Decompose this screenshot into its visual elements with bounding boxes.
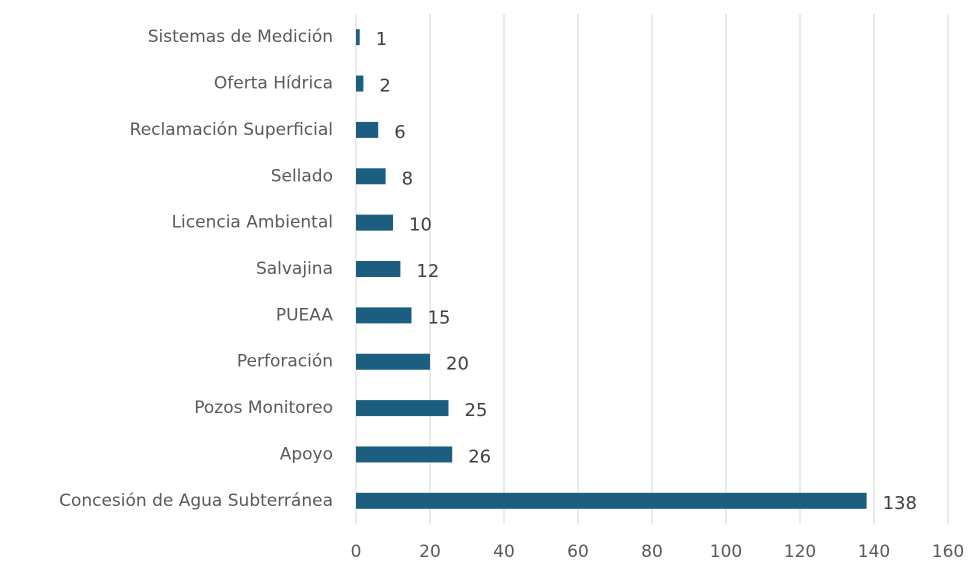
x-tick-label: 100	[710, 542, 742, 562]
data-label: 15	[428, 307, 451, 328]
y-tick-label: Sistemas de Medición	[148, 27, 333, 47]
bar	[356, 446, 453, 463]
bar	[356, 214, 393, 231]
bar	[356, 261, 401, 277]
y-tick-label: Perforación	[237, 352, 333, 372]
x-tick-label: 20	[419, 542, 441, 562]
bar	[356, 492, 867, 509]
bar	[356, 400, 449, 417]
data-label: 138	[883, 493, 917, 514]
bar	[356, 121, 379, 138]
data-label: 6	[394, 122, 405, 143]
bar	[356, 29, 360, 46]
data-label: 8	[402, 168, 413, 189]
bar	[356, 307, 412, 324]
y-tick-label: Sellado	[271, 166, 333, 186]
bar	[356, 75, 364, 92]
x-tick-label: 0	[351, 542, 362, 562]
y-tick-label: Reclamación Superficial	[130, 120, 333, 140]
data-label: 26	[468, 446, 491, 467]
data-label: 2	[379, 76, 390, 97]
y-tick-label: Concesión de Agua Subterránea	[59, 491, 333, 511]
data-label: 25	[465, 400, 488, 421]
data-label: 10	[409, 215, 432, 236]
bar	[356, 353, 430, 370]
y-tick-label: Pozos Monitoreo	[194, 398, 333, 418]
y-tick-label: PUEAA	[276, 305, 334, 325]
x-tick-label: 60	[567, 542, 589, 562]
x-tick-label: 80	[641, 542, 663, 562]
x-tick-label: 140	[858, 542, 890, 562]
data-label: 1	[376, 29, 387, 50]
x-tick-label: 40	[493, 542, 515, 562]
data-label: 12	[416, 261, 439, 282]
bar	[356, 168, 386, 185]
x-tick-label: 120	[784, 542, 816, 562]
y-tick-label: Apoyo	[280, 444, 333, 464]
data-label: 20	[446, 354, 469, 375]
y-tick-label: Oferta Hídrica	[214, 74, 333, 94]
x-tick-label: 160	[932, 542, 964, 562]
y-tick-label: Licencia Ambiental	[172, 213, 333, 233]
y-tick-label: Salvajina	[256, 259, 333, 279]
